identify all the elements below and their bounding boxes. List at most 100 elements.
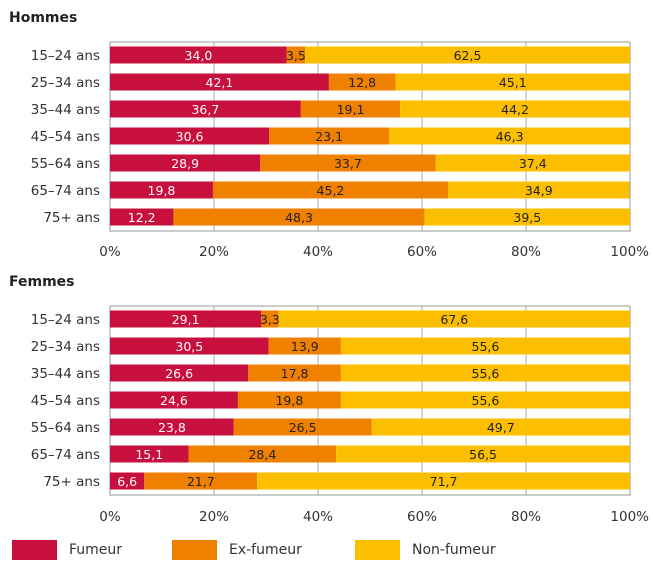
tick-label-femmes: 40%: [303, 509, 333, 525]
bar-segment-ex-fumeur: [248, 364, 341, 382]
data-label-fumeur: 12,2: [128, 210, 156, 225]
bar-segment-non-fumeur: [395, 73, 630, 91]
tick-label-hommes: 20%: [199, 244, 229, 260]
legend-label-non-fumeur: Non-fumeur: [412, 542, 496, 558]
tick-label-hommes: 0%: [99, 244, 121, 260]
data-label-non-fumeur: 55,6: [472, 393, 500, 408]
data-label-non-fumeur: 56,5: [469, 447, 497, 462]
panel-title-femmes: Femmes: [9, 274, 75, 290]
bar-segment-non-fumeur: [278, 310, 630, 328]
legend-item-ex-fumeur: Ex-fumeur: [172, 539, 302, 561]
data-label-ex-fumeur: 33,7: [334, 156, 362, 171]
data-label-fumeur: 28,9: [171, 156, 199, 171]
category-label-hommes: 15–24 ans: [31, 48, 100, 64]
legend-item-fumeur: Fumeur: [12, 539, 122, 561]
category-label-femmes: 35–44 ans: [31, 366, 100, 382]
bar-segment-non-fumeur: [424, 208, 630, 226]
category-label-hommes: 25–34 ans: [31, 75, 100, 91]
chart-panel-femmes: Femmes 0% 20% 40% 60% 80% 100% 15–24 ans 29,1 3,3…: [9, 274, 649, 525]
category-label-hommes: 75+ ans: [43, 210, 100, 226]
bar-segment-non-fumeur: [400, 100, 630, 118]
bar-segment-non-fumeur: [448, 181, 630, 199]
data-label-ex-fumeur: 17,8: [281, 366, 309, 381]
bar-segment-ex-fumeur: [269, 127, 390, 145]
data-label-non-fumeur: 39,5: [513, 210, 541, 225]
stacked-bar-chart: Hommes 0% 20% 40% 60% 80% 100% 15–24 ans 34,0 3,5…: [9, 10, 649, 525]
bar-segment-ex-fumeur: [260, 154, 436, 172]
data-label-ex-fumeur: 48,3: [285, 210, 313, 225]
bar-segment-non-fumeur: [340, 364, 630, 382]
tick-label-femmes: 100%: [610, 509, 649, 525]
data-label-non-fumeur: 46,3: [496, 129, 524, 144]
panel-title-hommes: Hommes: [9, 10, 77, 26]
data-label-ex-fumeur: 3,5: [286, 48, 306, 63]
legend-label-fumeur: Fumeur: [69, 542, 123, 558]
data-label-non-fumeur: 37,4: [519, 156, 547, 171]
tick-label-femmes: 20%: [199, 509, 229, 525]
data-label-non-fumeur: 49,7: [487, 420, 515, 435]
data-label-ex-fumeur: 3,3: [260, 312, 280, 327]
data-label-non-fumeur: 67,6: [440, 312, 468, 327]
data-label-non-fumeur: 62,5: [454, 48, 482, 63]
bar-segment-fumeur: [110, 100, 301, 118]
category-label-femmes: 55–64 ans: [31, 420, 100, 436]
data-label-non-fumeur: 45,1: [499, 75, 527, 90]
data-label-fumeur: 23,8: [158, 420, 186, 435]
bar-segment-non-fumeur: [257, 472, 630, 490]
bar-segment-ex-fumeur: [212, 181, 448, 199]
bar-segment-ex-fumeur: [233, 418, 372, 436]
data-label-ex-fumeur: 13,9: [291, 339, 319, 354]
tick-label-femmes: 60%: [407, 509, 437, 525]
bar-segment-fumeur: [110, 418, 234, 436]
data-label-fumeur: 42,1: [206, 75, 234, 90]
data-label-ex-fumeur: 19,1: [337, 102, 365, 117]
chart-legend: Fumeur Ex-fumeur Non-fumeur: [12, 539, 642, 561]
category-label-hommes: 45–54 ans: [31, 129, 100, 145]
bar-segment-ex-fumeur: [144, 472, 258, 490]
bar-segment-non-fumeur: [340, 391, 630, 409]
data-label-ex-fumeur: 28,4: [248, 447, 276, 462]
data-label-non-fumeur: 71,7: [430, 474, 458, 489]
category-label-femmes: 15–24 ans: [31, 312, 100, 328]
tick-label-hommes: 40%: [303, 244, 333, 260]
category-label-femmes: 75+ ans: [43, 474, 100, 490]
data-label-non-fumeur: 44,2: [501, 102, 529, 117]
bar-segment-ex-fumeur: [268, 337, 341, 355]
tick-label-femmes: 80%: [511, 509, 541, 525]
tick-label-hommes: 100%: [610, 244, 649, 260]
bar-segment-ex-fumeur: [286, 46, 305, 64]
bar-segment-fumeur: [110, 310, 262, 328]
data-label-fumeur: 15,1: [135, 447, 163, 462]
data-label-ex-fumeur: 21,7: [187, 474, 215, 489]
bar-segment-non-fumeur: [435, 154, 630, 172]
data-label-fumeur: 34,0: [184, 48, 212, 63]
data-label-ex-fumeur: 26,5: [289, 420, 317, 435]
data-label-fumeur: 19,8: [148, 183, 176, 198]
tick-label-hommes: 60%: [407, 244, 437, 260]
category-label-hommes: 65–74 ans: [31, 183, 100, 199]
bar-segment-ex-fumeur: [261, 310, 279, 328]
legend-item-non-fumeur: Non-fumeur: [355, 539, 496, 561]
data-label-ex-fumeur: 23,1: [315, 129, 343, 144]
data-label-non-fumeur: 34,9: [525, 183, 553, 198]
tick-label-femmes: 0%: [99, 509, 121, 525]
bar-segment-ex-fumeur: [237, 391, 341, 409]
data-label-fumeur: 30,6: [176, 129, 204, 144]
category-label-femmes: 45–54 ans: [31, 393, 100, 409]
bar-segment-fumeur: [110, 445, 189, 463]
category-label-femmes: 25–34 ans: [31, 339, 100, 355]
legend-swatch-non-fumeur: [355, 540, 400, 560]
bar-segment-fumeur: [110, 208, 174, 226]
bar-segment-non-fumeur: [389, 127, 630, 145]
bar-segment-non-fumeur: [305, 46, 630, 64]
bar-segment-fumeur: [110, 46, 287, 64]
category-label-hommes: 35–44 ans: [31, 102, 100, 118]
bar-segment-fumeur: [110, 472, 145, 490]
bar-segment-non-fumeur: [340, 337, 630, 355]
legend-swatch-fumeur: [12, 540, 57, 560]
data-label-fumeur: 29,1: [172, 312, 200, 327]
tick-label-hommes: 80%: [511, 244, 541, 260]
data-label-fumeur: 30,5: [175, 339, 203, 354]
data-label-ex-fumeur: 12,8: [348, 75, 376, 90]
category-label-hommes: 55–64 ans: [31, 156, 100, 172]
